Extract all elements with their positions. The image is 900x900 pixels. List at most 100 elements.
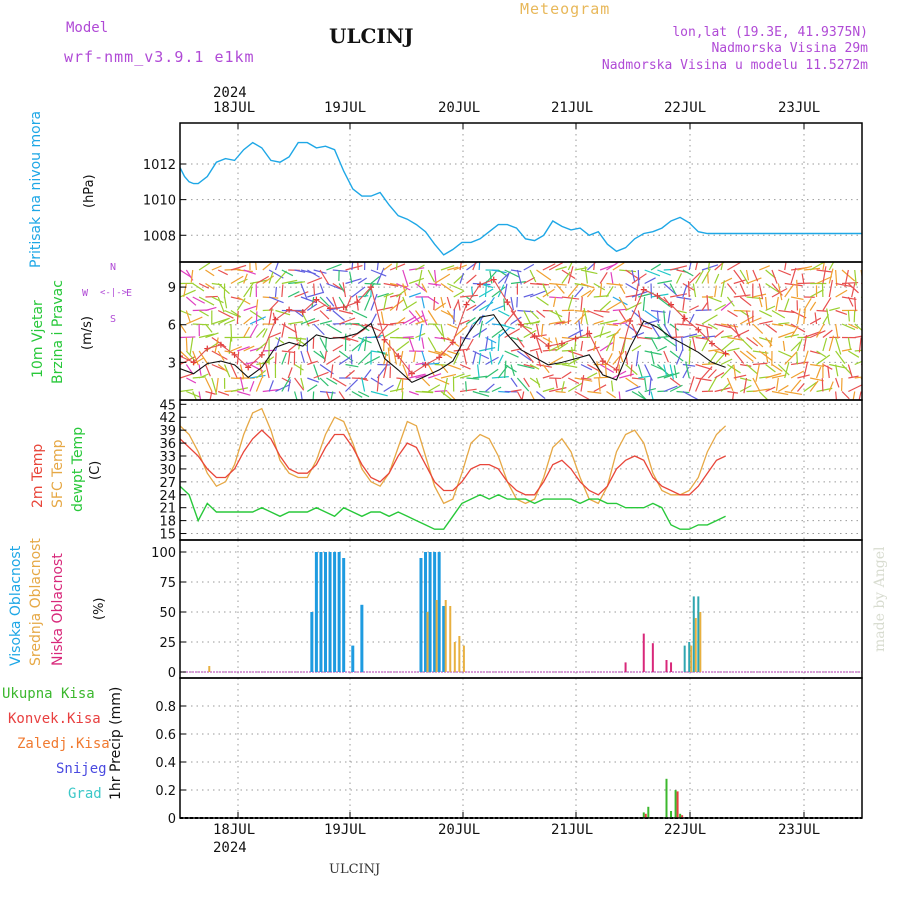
wind-arrow-539 (516, 391, 523, 400)
wind-arrow-112 (249, 287, 253, 298)
wind-arrow-892 (746, 296, 763, 300)
wind-arrow-300 (370, 269, 387, 277)
wind-arrow-409 (434, 390, 448, 393)
wind-arrow-15 (185, 337, 188, 352)
wind-arrow-1026 (828, 335, 835, 352)
wind-arrow-940 (778, 269, 792, 276)
wind-arrow-642 (586, 288, 596, 298)
wind-arrow-723 (637, 310, 642, 324)
wind-arrow-834 (708, 323, 718, 330)
wind-arrow-696 (618, 350, 624, 363)
wind-arrow-750 (657, 269, 671, 276)
wind-arrow-273 (351, 309, 368, 319)
wind-arrow-1058 (848, 375, 859, 379)
ytick-label-1-1: 6 (168, 319, 176, 334)
wind-arrow-17 (185, 364, 194, 374)
wind-arrow-718 (631, 377, 645, 380)
wind-arrow-970 (797, 265, 813, 271)
wind-arrow-200 (307, 269, 320, 278)
wind-arrow-325 (383, 327, 400, 339)
wind-arrow-835 (706, 326, 709, 338)
wind-arrow-1035 (835, 337, 842, 355)
cloud-bar-0-10 (419, 558, 423, 672)
wind-arrow-428 (443, 377, 448, 396)
wind-arrow-156 (274, 337, 281, 352)
cloud-bar-0-0 (310, 612, 314, 672)
wind-arrow-811 (695, 270, 704, 284)
wind-arrow-378 (415, 374, 427, 379)
wind-arrow-499 (491, 386, 502, 393)
wind-arrow-411 (440, 283, 454, 293)
wind-arrow-313 (377, 306, 393, 312)
wind-arrow-424 (447, 323, 458, 329)
wind-arrow-962 (790, 296, 804, 301)
wind-arrow-102 (243, 281, 255, 298)
wind-arrow-996 (810, 350, 821, 355)
legend-ukupna: Ukupna Kisa (2, 686, 95, 702)
wind-arrow-852 (720, 280, 725, 298)
wind-arrow-68 (215, 377, 219, 393)
wind-arrow-432 (453, 290, 465, 298)
wind-arrow-649 (587, 390, 602, 394)
wind-arrow-580 (548, 262, 564, 271)
wind-arrow-814 (695, 323, 713, 329)
wind-arrow-734 (644, 319, 661, 325)
wind-arrow-850 (720, 262, 724, 271)
wind-arrow-180 (294, 269, 306, 273)
wind-arrow-115 (249, 324, 258, 338)
wind-arrow-627 (570, 346, 576, 365)
wind-arrow-521 (510, 281, 526, 285)
wind-arrow-545 (523, 329, 537, 339)
wind-arrow-234 (326, 323, 342, 334)
wind-arrow-231 (326, 282, 343, 291)
wind-arrow-536 (517, 350, 532, 362)
wind-arrow-515 (504, 328, 521, 339)
wind-arrow-297 (364, 356, 381, 366)
wind-arrow-91 (237, 278, 248, 285)
wind-arrow-753 (656, 310, 660, 323)
wind-arrow-828 (701, 366, 713, 379)
wind-arrow-433 (453, 300, 460, 311)
wind-arrow-542 (523, 293, 534, 298)
wind-arrow-230 (326, 263, 342, 271)
panel-frame-2 (179, 399, 863, 541)
wind-arrow-820 (701, 264, 719, 271)
cloud-bar-2-1 (642, 633, 645, 672)
wind-arrow-50 (211, 265, 222, 271)
ytick-label-2-2: 21 (159, 502, 176, 517)
wind-arrow-217 (313, 364, 320, 381)
wind-arrow-247 (330, 364, 334, 378)
wind-arrow-460 (472, 262, 477, 271)
wind-arrow-183 (294, 310, 304, 318)
wind-arrow-240 (332, 269, 348, 273)
wind-arrow-618 (568, 377, 580, 384)
wind-arrow-967 (790, 361, 809, 366)
dir-e: E (126, 288, 133, 299)
wind-arrow-259 (338, 391, 346, 400)
wind-arrow-922 (765, 296, 768, 310)
ytick-label-0-1: 1010 (143, 194, 176, 209)
wind-arrow-179 (287, 379, 291, 392)
wind-arrow-875 (733, 329, 750, 339)
wind-arrow-449 (459, 388, 477, 393)
wind-arrow-3 (180, 309, 192, 316)
wind-arrow-909 (752, 388, 770, 393)
wind-arrow-392 (427, 296, 439, 305)
wind-arrow-924 (765, 323, 778, 333)
wind-arrow-209 (306, 384, 318, 392)
legend-grad: Grad (68, 786, 102, 802)
wind-arrow-641 (584, 266, 588, 284)
wind-arrow-397 (427, 364, 436, 377)
wind-arrow-33 (198, 309, 209, 317)
wind-arrow-630 (580, 269, 598, 275)
wind-arrow-631 (580, 282, 595, 289)
wind-arrow-328 (383, 361, 388, 379)
wind-arrow-530 (516, 269, 522, 285)
wind-arrow-934 (771, 323, 784, 327)
wind-arrow-823 (701, 301, 709, 311)
wind-arrow-386 (421, 350, 426, 362)
wind-arrow-161 (281, 279, 298, 285)
wind-arrow-887 (740, 363, 752, 367)
wind-arrow-889 (739, 384, 752, 393)
precip-bar-0-5 (679, 813, 682, 818)
